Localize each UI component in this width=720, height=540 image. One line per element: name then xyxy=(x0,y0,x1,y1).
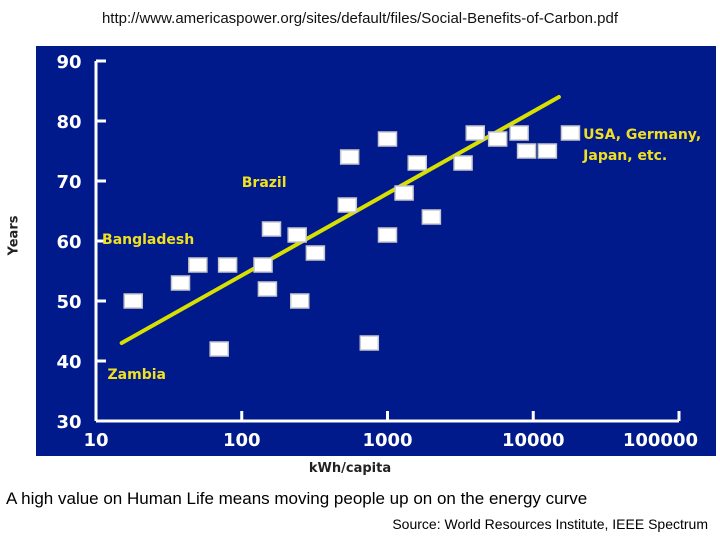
annotation-label: Japan, etc. xyxy=(582,148,667,164)
data-point xyxy=(453,155,473,171)
data-point xyxy=(305,245,326,261)
annotation-label: Bangladesh xyxy=(102,232,194,248)
data-point xyxy=(560,125,581,141)
data-point xyxy=(188,257,208,273)
data-point xyxy=(377,227,398,243)
trendline-group xyxy=(119,95,561,345)
trendline xyxy=(119,95,561,345)
data-point xyxy=(261,221,282,237)
data-point xyxy=(289,293,310,309)
data-point xyxy=(359,335,380,351)
y-tick-label: 90 xyxy=(56,52,81,73)
data-point xyxy=(537,143,558,159)
scatter-chart: 30 40 50 60 70 80 90 10 100 1000 10000 100000 Bangl… xyxy=(36,46,716,456)
annotation-label: Brazil xyxy=(242,175,287,191)
source-credit: Source: World Resources Institute, IEEE … xyxy=(392,516,708,532)
data-point xyxy=(407,155,428,171)
data-point xyxy=(509,125,529,141)
data-point xyxy=(253,257,273,273)
data-point xyxy=(421,209,442,225)
data-point xyxy=(217,257,238,273)
y-tick-label: 30 xyxy=(56,412,81,433)
x-tick-label: 1000 xyxy=(362,430,412,451)
annotation-label: USA, Germany, xyxy=(583,127,701,143)
data-point xyxy=(339,149,360,165)
data-point xyxy=(287,227,307,243)
data-point xyxy=(394,185,414,201)
x-tick-label: 100000 xyxy=(623,430,698,451)
data-point xyxy=(209,341,229,357)
data-point xyxy=(257,281,278,297)
x-axis-label: kWh/capita xyxy=(308,461,392,476)
annotations-group: Bangladesh Brazil Zambia USA, Germany, Japan… xyxy=(102,127,701,383)
data-point xyxy=(337,197,358,213)
axes: 30 40 50 60 70 80 90 10 100 1000 10000 100000 xyxy=(56,52,698,451)
y-tick-label: 60 xyxy=(56,232,81,253)
data-point xyxy=(465,125,486,141)
chart-background xyxy=(36,46,716,456)
annotation-label: Zambia xyxy=(108,367,166,383)
y-tick-label: 50 xyxy=(56,292,81,313)
y-tick-label: 40 xyxy=(56,352,81,373)
data-point xyxy=(487,131,508,147)
points-group xyxy=(123,125,581,357)
y-axis-label: Years xyxy=(6,215,22,256)
data-point xyxy=(516,143,537,159)
x-tick-label: 10000 xyxy=(502,430,565,451)
data-point xyxy=(170,275,191,291)
y-tick-label: 80 xyxy=(56,112,81,133)
caption-text: A high value on Human Life means moving … xyxy=(6,489,588,508)
x-tick-label: 10 xyxy=(83,430,108,451)
data-point xyxy=(377,131,398,147)
x-tick-label: 100 xyxy=(223,430,261,451)
y-tick-label: 70 xyxy=(56,172,81,193)
data-point xyxy=(123,293,143,309)
source-url: http://www.americaspower.org/sites/defau… xyxy=(101,10,619,27)
